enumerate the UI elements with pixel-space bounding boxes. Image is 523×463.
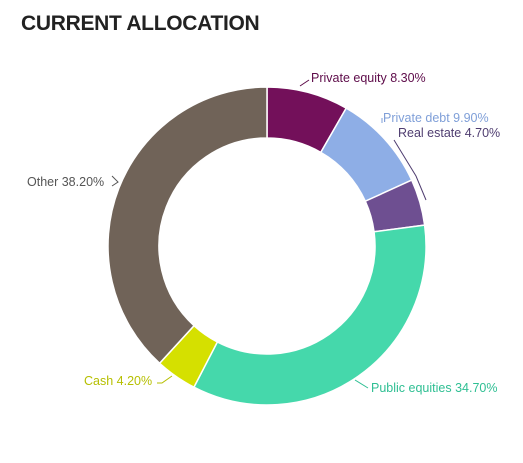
leader-line-other [111,175,119,187]
leader-line-real-estate [393,139,427,201]
data-label-private-debt: Private debt 9.90% [383,111,489,125]
leader-line-private-equity [299,79,310,87]
slices-group [107,86,427,406]
data-label-cash: Cash 4.20% [84,374,152,388]
slice-other[interactable] [107,86,268,365]
leader-lines-group [111,79,427,389]
labels-group: Private equity 8.30% Private debt 9.90%Re… [27,71,500,395]
data-label-private-equity: Private equity 8.30% [311,71,426,85]
leader-line-public-equities [354,379,369,389]
data-label-other: Other 38.20% [27,175,104,189]
data-label-public-equities: Public equities 34.70% [371,381,497,395]
chart-title: CURRENT ALLOCATION [21,12,260,35]
leader-line-cash [157,375,173,384]
data-label-real-estate: Real estate 4.70% [398,126,500,140]
slice-public-equities[interactable] [192,224,427,406]
